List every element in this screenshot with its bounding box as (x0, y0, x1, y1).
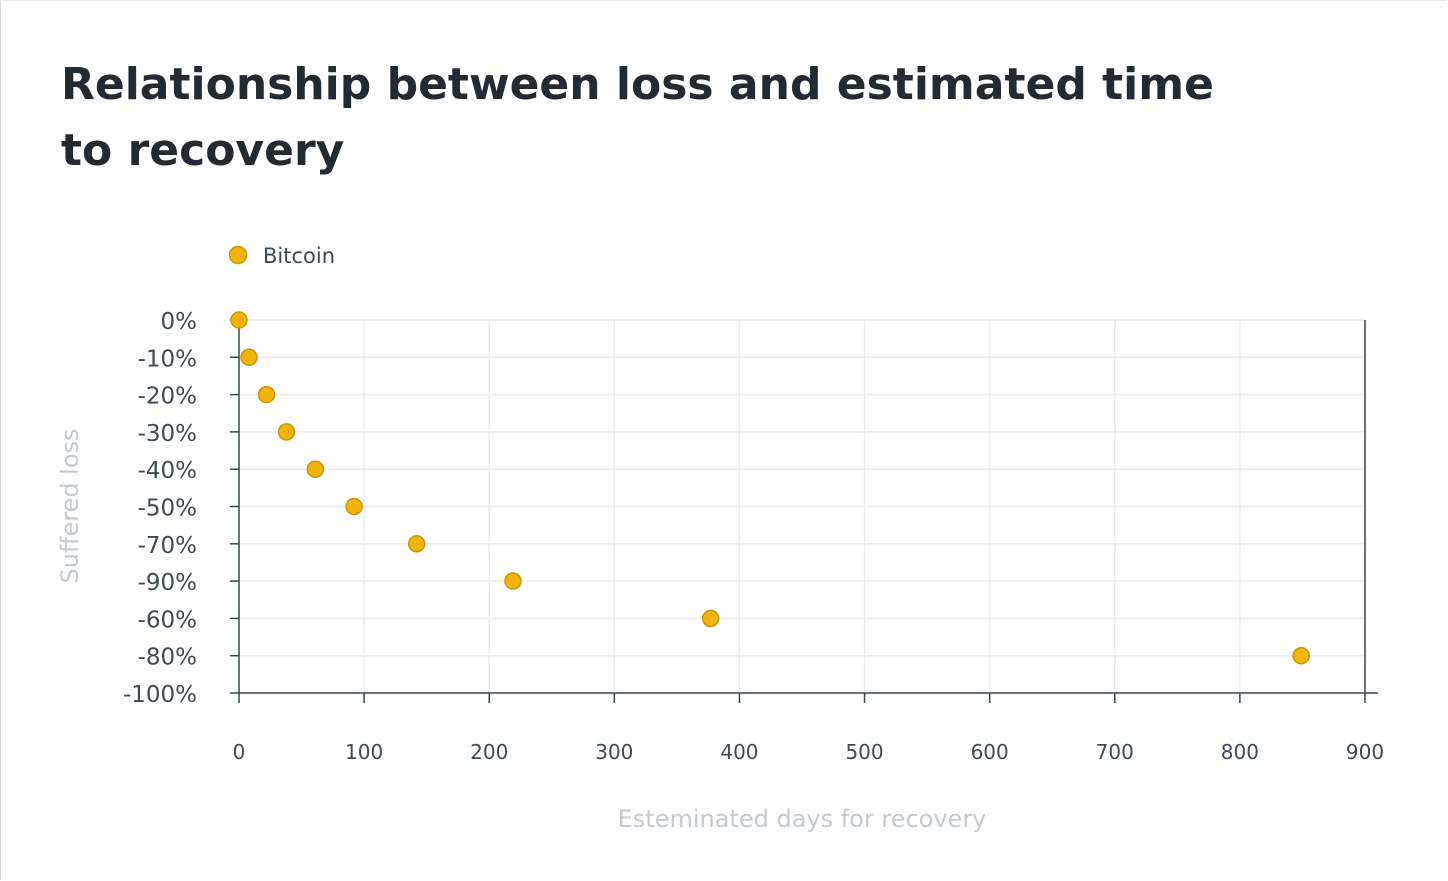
y-tick-label: -50% (138, 496, 197, 522)
x-tick-label: 600 (971, 740, 1009, 764)
legend-marker[interactable] (228, 245, 248, 265)
x-tick-label: 200 (470, 740, 508, 764)
y-tick-label: -10% (138, 346, 197, 372)
legend[interactable]: Bitcoin (228, 244, 336, 268)
x-tick-label: 800 (1221, 740, 1259, 764)
y-tick-label: -80% (138, 645, 197, 671)
x-axis-ticks: 0 100 200 300 400 500 600 700 800 900 (233, 693, 1384, 764)
x-axis-title: Esteminated days for recovery (618, 805, 987, 833)
data-point[interactable] (504, 572, 522, 590)
y-tick-label: -20% (138, 384, 197, 410)
data-point[interactable] (257, 385, 276, 404)
data-point[interactable] (701, 609, 720, 628)
y-tick-label: -40% (138, 458, 197, 484)
x-tick-label: 700 (1096, 740, 1134, 764)
data-point[interactable] (345, 497, 363, 516)
y-tick-label: -70% (138, 533, 197, 559)
x-tick-label: 300 (595, 740, 633, 764)
y-tick-label: -90% (138, 570, 197, 596)
x-tick-label: 400 (720, 740, 758, 764)
data-point[interactable] (1292, 646, 1310, 665)
data-point[interactable] (230, 311, 248, 329)
data-point[interactable] (277, 423, 296, 441)
x-tick-label: 100 (345, 740, 383, 764)
y-axis-ticks: 0% -10% -20% -30% -40% -50% -70% -90% -60% -80% -1… (123, 309, 239, 708)
data-point[interactable] (240, 348, 258, 367)
data-points (230, 311, 1310, 665)
grid (239, 319, 1365, 693)
y-tick-label: -100% (123, 682, 197, 708)
y-tick-label: -60% (138, 607, 197, 633)
x-tick-label: 900 (1346, 740, 1384, 764)
chart-title: Relationship between loss and estimated … (61, 59, 1214, 176)
data-point[interactable] (407, 535, 426, 553)
data-point[interactable] (306, 460, 325, 478)
x-tick-label: 0 (233, 740, 246, 764)
x-tick-label: 500 (845, 740, 883, 764)
y-tick-label: -30% (138, 421, 197, 447)
y-tick-label: 0% (161, 309, 198, 335)
y-axis-title: Suffered loss (56, 428, 84, 583)
legend-label[interactable]: Bitcoin (263, 244, 335, 268)
